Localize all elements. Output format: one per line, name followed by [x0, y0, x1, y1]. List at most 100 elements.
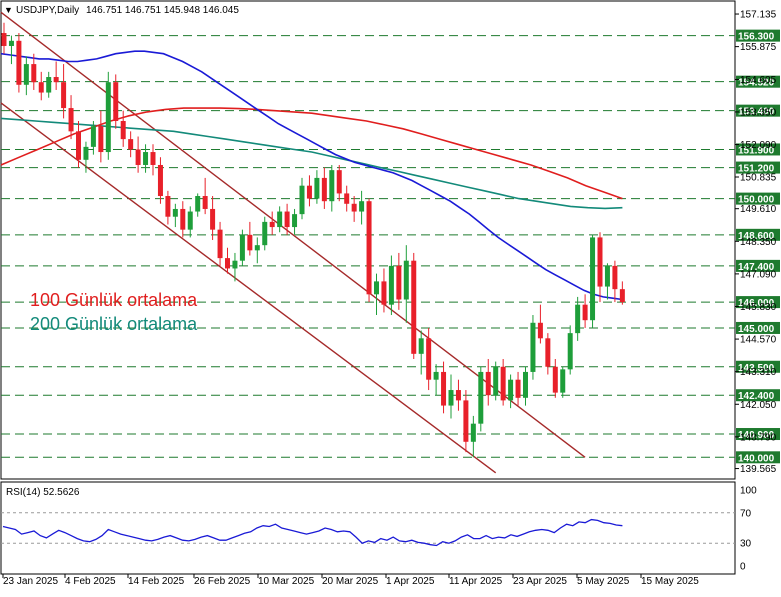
price-tick-label: 140.790	[740, 432, 777, 443]
rsi-header: RSI(14) 52.5626	[6, 487, 80, 498]
time-tick-label: 20 Mar 2025	[322, 576, 379, 587]
level-badge-label: 142.400	[738, 391, 775, 402]
candle-body	[351, 203, 357, 212]
level-badge	[736, 161, 780, 174]
level-badge-label: 151.200	[738, 164, 775, 175]
level-badge-label: 148.600	[738, 231, 775, 242]
candle-body	[277, 211, 283, 228]
candle-body	[210, 208, 216, 230]
level-badge	[736, 451, 780, 464]
candle-body	[187, 211, 193, 230]
price-axis: 157.135 155.875 154.605 153.350 152.090 150.8…	[735, 10, 777, 475]
level-badge	[736, 321, 780, 334]
candle-body	[321, 177, 327, 202]
level-badge	[736, 29, 780, 42]
candle-body	[552, 366, 558, 393]
candle-body	[575, 304, 581, 334]
price-tick-label: 155.875	[740, 42, 777, 53]
candle-body	[597, 237, 603, 287]
level-badge-label: 150.000	[738, 195, 775, 206]
symbol-info: USDJPY,Daily	[16, 5, 79, 16]
legend-ma100: 100 Günlük ortalama	[30, 290, 198, 310]
time-tick-label: 15 May 2025	[641, 576, 699, 587]
rsi-tick-label: 70	[740, 508, 752, 519]
candle-body	[359, 201, 365, 212]
candle-body	[306, 185, 312, 199]
level-badge	[736, 360, 780, 373]
candle-body	[418, 338, 424, 354]
ma50-line	[0, 50, 623, 301]
price-tick-label: 149.610	[740, 204, 777, 215]
candle-body	[113, 82, 119, 121]
price-tick-label: 147.090	[740, 269, 777, 280]
level-badge-label: 145.000	[738, 324, 775, 335]
candle-body	[38, 82, 44, 93]
level-badge	[736, 259, 780, 272]
candle-body	[83, 146, 89, 160]
candle-body	[388, 265, 394, 305]
candle-body	[46, 77, 52, 93]
candle-body	[329, 170, 335, 202]
candle-body	[612, 265, 618, 290]
price-tick-label: 153.350	[740, 107, 777, 118]
level-badge-label: 154.520	[738, 78, 775, 89]
time-tick-label: 1 Apr 2025	[386, 576, 435, 587]
candle-body	[195, 196, 201, 212]
level-badge-label: 143.500	[738, 363, 775, 374]
candle-body	[619, 289, 625, 303]
price-tick-label: 150.835	[740, 173, 777, 184]
rsi-tick-label: 30	[740, 539, 752, 550]
candle-body	[217, 229, 223, 259]
time-tick-label: 11 Apr 2025	[449, 576, 503, 587]
price-tick-label: 148.350	[740, 237, 777, 248]
time-tick-label: 26 Feb 2025	[194, 576, 251, 587]
candle-body	[202, 196, 208, 209]
candle-body	[299, 185, 305, 215]
candle-body	[523, 371, 528, 398]
candle-body	[508, 379, 514, 401]
candle-body	[157, 164, 163, 197]
candle-body	[31, 64, 37, 83]
candle-body	[120, 121, 126, 140]
time-tick-label: 5 May 2025	[577, 576, 630, 587]
candle-body	[426, 338, 432, 380]
candle-body	[470, 423, 476, 442]
candle-body	[515, 379, 521, 398]
candle-body	[500, 366, 506, 401]
ma200-line	[0, 117, 623, 210]
candle-body	[247, 234, 253, 251]
candle-body	[485, 371, 491, 396]
candle-body	[448, 390, 454, 406]
candle-body	[1, 33, 7, 46]
dropdown-triangle-icon[interactable]: ▼	[4, 5, 13, 15]
candle-body	[441, 371, 447, 406]
candle-body	[493, 366, 499, 396]
candle-body	[150, 152, 156, 165]
level-badge	[736, 143, 780, 156]
ohlc-values: 146.751 146.751 145.948 146.045	[86, 5, 239, 16]
level-badge	[736, 104, 780, 117]
price-tick-label: 143.310	[740, 367, 777, 378]
candle-body	[403, 260, 409, 300]
candle-body	[143, 152, 149, 165]
level-badge	[736, 389, 780, 402]
candle-body	[61, 82, 67, 109]
level-badge	[736, 228, 780, 241]
candle-body	[53, 77, 59, 83]
candle-body	[16, 40, 22, 85]
candle-body	[292, 214, 298, 228]
candle-body	[165, 196, 171, 217]
candle-body	[396, 265, 402, 300]
level-badge	[736, 296, 780, 309]
level-badge-label: 153.400	[738, 107, 775, 118]
price-tick-label: 154.605	[740, 75, 777, 86]
price-tick-label: 152.090	[740, 140, 777, 151]
ma100-line	[0, 107, 623, 200]
level-badge	[736, 75, 780, 88]
candle-body	[590, 237, 596, 321]
candlesticks	[1, 22, 625, 458]
level-badge	[736, 192, 780, 205]
candle-body	[560, 369, 566, 393]
